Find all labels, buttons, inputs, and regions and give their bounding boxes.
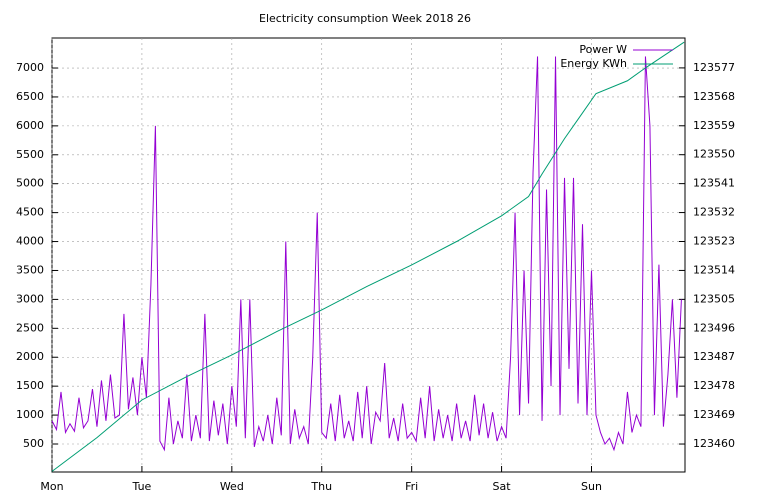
y-tick-label: 3000 xyxy=(16,292,44,305)
x-tick-label: Sat xyxy=(493,480,512,493)
y-tick-label: 1500 xyxy=(16,379,44,392)
legend-label: Power W xyxy=(579,43,627,56)
y2-tick-label: 123550 xyxy=(693,148,735,161)
y2-tick-label: 123460 xyxy=(693,437,735,450)
y2-tick-label: 123487 xyxy=(693,350,735,363)
x-tick-label: Wed xyxy=(220,480,244,493)
legend-label: Energy KWh xyxy=(560,57,627,70)
x-tick-label: Sun xyxy=(581,480,602,493)
y2-tick-label: 123559 xyxy=(693,119,735,132)
y2-tick-label: 123505 xyxy=(693,292,735,305)
y-tick-label: 6500 xyxy=(16,90,44,103)
x-tick-label: Thu xyxy=(310,480,332,493)
y2-tick-label: 123541 xyxy=(693,177,735,190)
y-tick-label: 500 xyxy=(23,437,44,450)
x-tick-label: Fri xyxy=(405,480,418,493)
y2-tick-label: 123568 xyxy=(693,90,735,103)
y2-tick-label: 123514 xyxy=(693,263,735,276)
series-line xyxy=(51,56,682,452)
y2-tick-label: 123478 xyxy=(693,379,735,392)
y-tick-label: 4000 xyxy=(16,235,44,248)
series-line xyxy=(51,41,685,472)
y-tick-label: 4500 xyxy=(16,206,44,219)
y2-tick-label: 123523 xyxy=(693,234,735,247)
y-tick-label: 2500 xyxy=(16,321,44,334)
y-tick-label: 3500 xyxy=(16,263,44,276)
y-tick-label: 7000 xyxy=(16,61,44,74)
y2-tick-label: 123469 xyxy=(693,408,735,421)
y-tick-label: 6000 xyxy=(16,119,44,132)
y2-tick-label: 123577 xyxy=(693,61,735,74)
y-tick-label: 2000 xyxy=(16,350,44,363)
x-tick-label: Mon xyxy=(40,480,63,493)
y-tick-label: 5000 xyxy=(16,177,44,190)
y2-tick-label: 123532 xyxy=(693,206,735,219)
y2-tick-label: 123496 xyxy=(693,321,735,334)
chart-title: Electricity consumption Week 2018 26 xyxy=(259,12,471,25)
y-tick-label: 1000 xyxy=(16,408,44,421)
x-tick-label: Tue xyxy=(132,480,152,493)
y-tick-label: 5500 xyxy=(16,148,44,161)
